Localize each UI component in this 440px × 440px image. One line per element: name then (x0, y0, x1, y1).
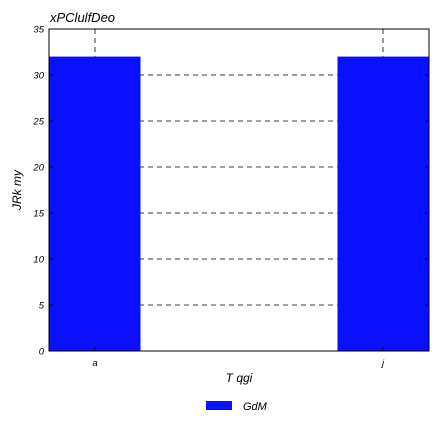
y-tick-label: 30 (33, 71, 44, 82)
x-tick-label: a (92, 358, 97, 369)
y-tick-label: 5 (39, 301, 45, 312)
legend-swatch (206, 401, 232, 410)
y-axis-label: JRk my (10, 169, 24, 211)
bar-j (337, 56, 429, 351)
y-tick-label: 20 (32, 163, 44, 174)
y-tick-label: 15 (33, 209, 44, 220)
legend-label: GdM (243, 401, 268, 413)
x-tick-label: j (380, 358, 385, 369)
y-tick-label: 0 (39, 347, 45, 358)
y-tick-label: 35 (33, 25, 44, 36)
y-tick-label: 25 (32, 117, 44, 128)
y-axis-ticks: 0 5 10 15 20 25 30 35 (32, 25, 429, 358)
legend: GdM (206, 401, 268, 413)
y-tick-label: 10 (33, 255, 44, 266)
bars (49, 56, 429, 351)
chart-title: xPClulfDeo (49, 10, 115, 25)
x-axis-label: T qgi (226, 371, 253, 385)
bar-a (49, 56, 141, 351)
plot-frame (48, 28, 430, 352)
